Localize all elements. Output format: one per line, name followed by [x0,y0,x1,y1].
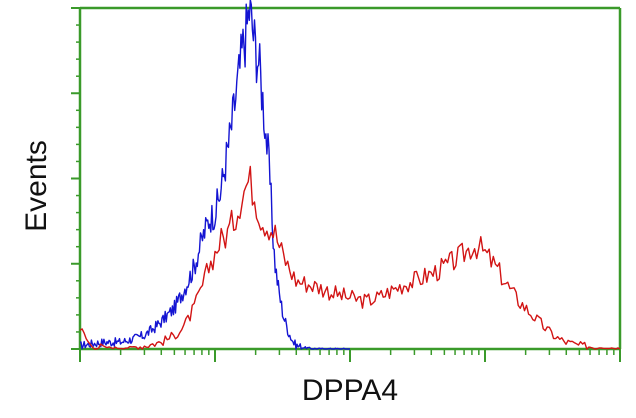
red-histogram-line [79,165,621,350]
y-axis-label: Events [20,140,53,232]
axis-ticks [71,7,621,362]
series-layer [79,0,621,350]
x-axis-label: DPPA4 [302,374,398,407]
blue-histogram-line [79,0,350,350]
